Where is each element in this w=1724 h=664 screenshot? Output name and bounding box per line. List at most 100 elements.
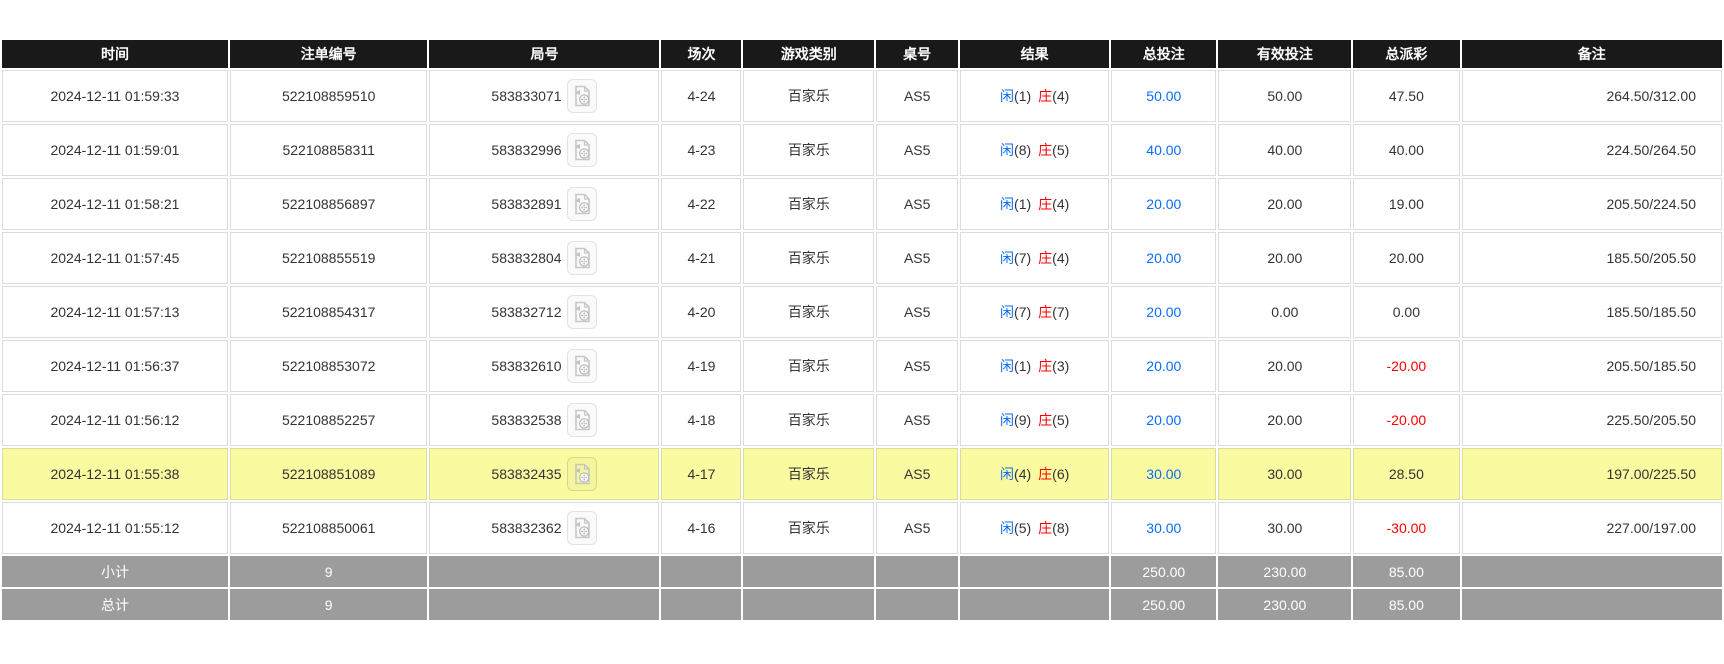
result-banker-label: 庄	[1038, 142, 1053, 158]
cell-session: 4-22	[661, 178, 742, 230]
result-player-points: (7)	[1014, 250, 1032, 266]
result-banker-label: 庄	[1038, 466, 1053, 482]
cell-total-payout: 28.50	[1353, 448, 1460, 500]
cell-time: 2024-12-11 01:56:12	[2, 394, 228, 446]
bet-record-row[interactable]: 2024-12-11 01:59:01 522108858311 583832996…	[2, 124, 1722, 176]
cell-time: 2024-12-11 01:55:38	[2, 448, 228, 500]
cell-bet-no: 522108856897	[229, 178, 428, 230]
result-banker-label: 庄	[1038, 304, 1053, 320]
bet-record-row[interactable]: 2024-12-11 01:56:37 522108853072 583832610…	[2, 340, 1722, 392]
video-replay-button[interactable]	[567, 511, 598, 545]
column-header-bet_no: 注单编号	[229, 40, 428, 68]
round-no-text: 583832712	[491, 304, 562, 320]
video-replay-button[interactable]	[567, 241, 598, 275]
result-player-points: (8)	[1014, 142, 1032, 158]
result-player-label: 闲	[1000, 142, 1015, 158]
header-row: 时间 注单编号 局号 场次 游戏类别 桌号 结果 总投注 有效投注 总派彩 备注	[2, 40, 1722, 68]
cell-total-bet: 20.00	[1111, 340, 1217, 392]
cell-remark: 227.00/197.00	[1461, 502, 1722, 554]
video-replay-icon	[575, 463, 591, 485]
bet-record-row[interactable]: 2024-12-11 01:57:13 522108854317 583832712…	[2, 286, 1722, 338]
result-player-points: (1)	[1014, 196, 1032, 212]
cell-remark: 205.50/185.50	[1461, 340, 1722, 392]
cell-round-no: 583832538	[429, 394, 660, 446]
round-no-wrap: 583832996	[491, 133, 598, 167]
result-banker-points: (5)	[1052, 142, 1070, 158]
bet-record-row[interactable]: 2024-12-11 01:55:12 522108850061 583832362…	[2, 502, 1722, 554]
column-header-round_no: 局号	[429, 40, 660, 68]
result-player-label: 闲	[1000, 358, 1015, 374]
video-replay-button[interactable]	[567, 133, 598, 167]
cell-table-no: AS5	[876, 70, 959, 122]
summary-session	[661, 556, 742, 587]
column-header-result: 结果	[960, 40, 1110, 68]
bet-record-row[interactable]: 2024-12-11 01:59:33 522108859510 583833071…	[2, 70, 1722, 122]
cell-round-no: 583832712	[429, 286, 660, 338]
result-banker-label: 庄	[1038, 88, 1053, 104]
result-banker-points: (7)	[1052, 304, 1070, 320]
result-banker-points: (8)	[1052, 520, 1070, 536]
cell-total-bet: 20.00	[1111, 286, 1217, 338]
cell-valid-bet: 20.00	[1218, 178, 1352, 230]
result-player-label: 闲	[1000, 250, 1015, 266]
cell-result: 闲(1) 庄(3)	[960, 340, 1110, 392]
summary-result	[960, 589, 1110, 620]
cell-table-no: AS5	[876, 232, 959, 284]
video-replay-icon	[575, 247, 591, 269]
column-header-time: 时间	[2, 40, 228, 68]
round-no-wrap: 583832804	[491, 241, 598, 275]
cell-time: 2024-12-11 01:59:01	[2, 124, 228, 176]
video-replay-button[interactable]	[567, 403, 598, 437]
bet-record-row[interactable]: 2024-12-11 01:55:38 522108851089 583832435…	[2, 448, 1722, 500]
cell-game-type: 百家乐	[743, 502, 875, 554]
cell-total-payout: -20.00	[1353, 394, 1460, 446]
cell-table-no: AS5	[876, 124, 959, 176]
cell-result: 闲(4) 庄(6)	[960, 448, 1110, 500]
result-banker-label: 庄	[1038, 412, 1053, 428]
result-banker-label: 庄	[1038, 196, 1053, 212]
result-banker-label: 庄	[1038, 250, 1053, 266]
summary-count: 9	[229, 589, 428, 620]
cell-valid-bet: 50.00	[1218, 70, 1352, 122]
result-banker-points: (4)	[1052, 88, 1070, 104]
cell-time: 2024-12-11 01:55:12	[2, 502, 228, 554]
bet-record-row[interactable]: 2024-12-11 01:57:45 522108855519 583832804…	[2, 232, 1722, 284]
subtotal-row: 小计 9 250.00 230.00 85.00	[2, 556, 1722, 587]
cell-result: 闲(1) 庄(4)	[960, 178, 1110, 230]
cell-total-payout: -30.00	[1353, 502, 1460, 554]
result-banker-points: (5)	[1052, 412, 1070, 428]
column-header-session: 场次	[661, 40, 742, 68]
cell-total-payout: 0.00	[1353, 286, 1460, 338]
round-no-text: 583832804	[491, 250, 562, 266]
cell-bet-no: 522108854317	[229, 286, 428, 338]
bet-record-row[interactable]: 2024-12-11 01:56:12 522108852257 583832538…	[2, 394, 1722, 446]
cell-round-no: 583832435	[429, 448, 660, 500]
cell-result: 闲(7) 庄(4)	[960, 232, 1110, 284]
cell-result: 闲(9) 庄(5)	[960, 394, 1110, 446]
video-replay-button[interactable]	[567, 457, 598, 491]
result-player-points: (5)	[1014, 520, 1032, 536]
cell-total-bet: 30.00	[1111, 448, 1217, 500]
summary-total-bet: 250.00	[1111, 556, 1217, 587]
round-no-text: 583833071	[491, 88, 562, 104]
video-replay-button[interactable]	[567, 79, 598, 113]
summary-valid-bet: 230.00	[1218, 556, 1352, 587]
bet-records-page: 时间 注单编号 局号 场次 游戏类别 桌号 结果 总投注 有效投注 总派彩 备注 2024-12-1…	[2, 40, 1722, 620]
cell-result: 闲(5) 庄(8)	[960, 502, 1110, 554]
cell-valid-bet: 0.00	[1218, 286, 1352, 338]
cell-total-bet: 20.00	[1111, 232, 1217, 284]
cell-round-no: 583832996	[429, 124, 660, 176]
video-replay-button[interactable]	[567, 349, 598, 383]
cell-bet-no: 522108852257	[229, 394, 428, 446]
summary-round-no	[429, 589, 660, 620]
cell-session: 4-24	[661, 70, 742, 122]
round-no-wrap: 583832891	[491, 187, 598, 221]
video-replay-button[interactable]	[567, 295, 598, 329]
round-no-wrap: 583832610	[491, 349, 598, 383]
video-replay-button[interactable]	[567, 187, 598, 221]
cell-remark: 225.50/205.50	[1461, 394, 1722, 446]
bet-record-row[interactable]: 2024-12-11 01:58:21 522108856897 583832891…	[2, 178, 1722, 230]
cell-session: 4-16	[661, 502, 742, 554]
summary-label: 小计	[2, 556, 228, 587]
summary-round-no	[429, 556, 660, 587]
